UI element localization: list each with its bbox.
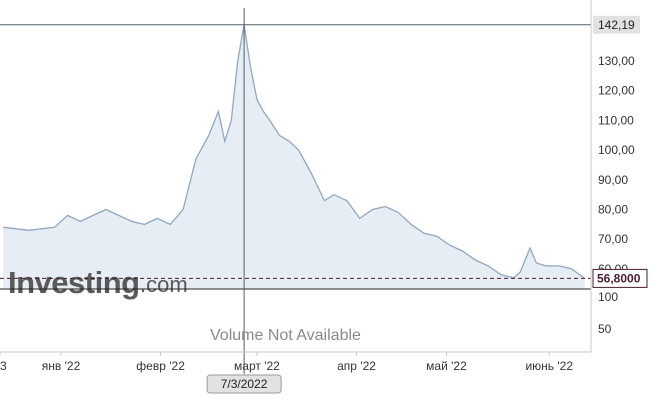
y-tick-label: 100,00 <box>598 143 635 157</box>
y-tick-label: 130,00 <box>598 54 635 68</box>
axis-layer: 130,00120,00110,00100,0090,0080,0070,006… <box>0 0 648 394</box>
overlay-layer <box>0 8 591 374</box>
y-tick-label: 70,00 <box>598 232 628 246</box>
last-price-tag: 56,8000 <box>597 271 641 285</box>
last-price-tag-bg <box>592 268 648 288</box>
volume-not-available-text: Volume Not Available <box>210 327 361 344</box>
x-tick-label: февр '22 <box>136 359 185 373</box>
x-tick-label: май '22 <box>426 359 467 373</box>
y-tick-label: 110,00 <box>598 113 634 127</box>
volume-tick-label: 50 <box>598 322 612 336</box>
x-tick-label: март '22 <box>234 359 280 373</box>
investing-logo: Investing .com <box>8 265 188 300</box>
y-tick-label: 120,00 <box>598 84 635 98</box>
y-tick-label: 90,00 <box>598 173 628 187</box>
logo-suffix-text: .com <box>140 272 188 297</box>
price-area-layer <box>3 24 585 290</box>
y-tick-label: 80,00 <box>598 203 628 217</box>
logo-main-text: Investing <box>8 265 140 300</box>
x-tick-label: янв '22 <box>42 359 81 373</box>
crosshair-date-tag: 7/3/2022 <box>221 377 268 391</box>
x-tick-label: июнь '22 <box>525 359 573 373</box>
volume-tick-label: 100 <box>598 290 618 304</box>
price-line <box>3 24 585 279</box>
x-tick-label: апр '22 <box>337 359 376 373</box>
crosshair-value-tag-bg <box>593 15 640 34</box>
x-tick-label: 3 <box>0 359 7 373</box>
crosshair-date-tag-bg <box>206 374 282 394</box>
crosshair-value-tag: 142,19 <box>598 18 635 32</box>
